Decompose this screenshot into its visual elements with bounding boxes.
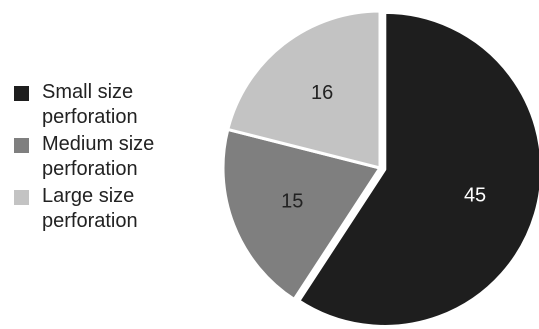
pie-slice-small xyxy=(297,10,539,328)
legend-swatch-medium xyxy=(14,138,29,153)
chart-legend: Small size perforation Medium size perfo… xyxy=(14,80,204,236)
legend-item-large: Large size perforation xyxy=(14,184,204,234)
legend-label-large-line2: perforation xyxy=(42,210,138,232)
legend-swatch-large xyxy=(14,190,29,205)
pie-label-medium: 15 xyxy=(281,191,303,213)
legend-swatch-small xyxy=(14,86,29,101)
legend-label-medium-line1: Medium size xyxy=(42,133,155,155)
legend-item-small: Small size perforation xyxy=(14,80,204,130)
legend-label-large-line1: Large size xyxy=(42,185,135,207)
pie-slice-medium xyxy=(221,127,382,301)
pie-label-large: 16 xyxy=(311,82,333,104)
legend-label-small-line1: Small size xyxy=(42,81,134,103)
pie-slice-large xyxy=(226,9,382,170)
legend-label-small-line2: perforation xyxy=(42,106,138,128)
legend-label-medium-line2: perforation xyxy=(42,158,138,180)
legend-item-medium: Medium size perforation xyxy=(14,132,204,182)
pie-label-small: 45 xyxy=(464,185,486,207)
